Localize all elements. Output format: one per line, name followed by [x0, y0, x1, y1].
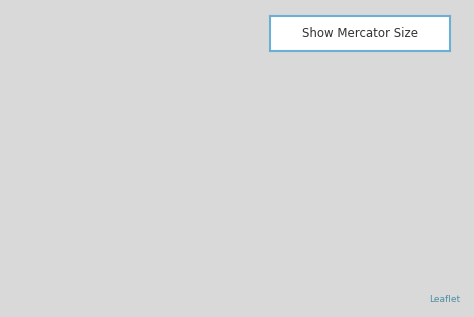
- Text: Show Mercator Size: Show Mercator Size: [302, 27, 418, 40]
- Text: Leaflet: Leaflet: [428, 295, 460, 304]
